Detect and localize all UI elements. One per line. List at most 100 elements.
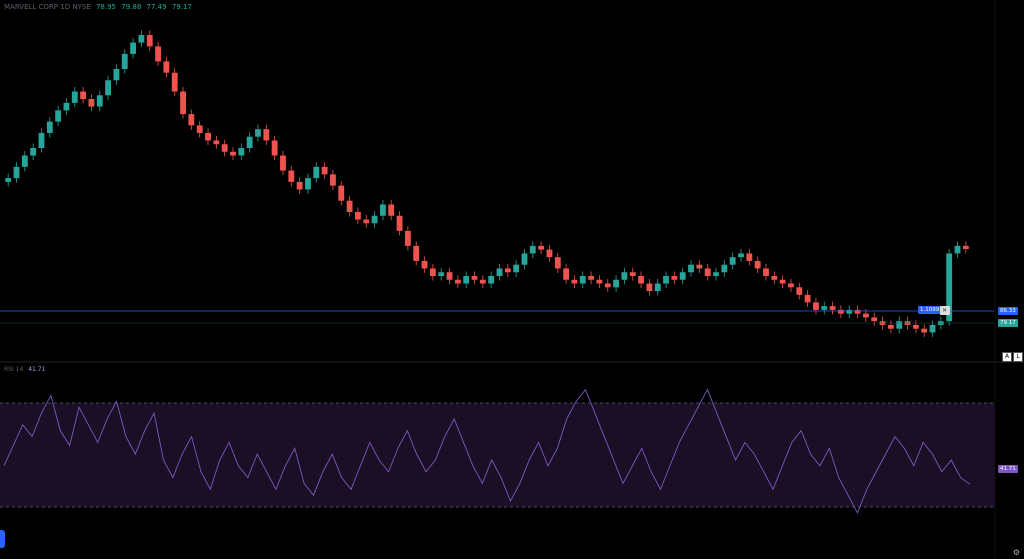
candle-body[interactable] — [163, 61, 170, 73]
candle-body[interactable] — [621, 272, 628, 280]
candle-body[interactable] — [754, 260, 761, 269]
candle-body[interactable] — [271, 140, 278, 156]
candle-body[interactable] — [763, 268, 769, 276]
log-scale-button[interactable]: L — [1013, 352, 1023, 362]
candle-body[interactable] — [205, 132, 211, 141]
candle-body[interactable] — [479, 279, 486, 284]
candle-body[interactable] — [404, 230, 411, 246]
candle-body[interactable] — [912, 324, 919, 329]
candle-body[interactable] — [346, 200, 353, 212]
candle-body[interactable] — [321, 166, 328, 175]
candle-body[interactable] — [571, 279, 578, 284]
candle-body[interactable] — [288, 170, 295, 182]
candle-body[interactable] — [513, 264, 520, 273]
drawing-toolbar-handle[interactable] — [0, 530, 5, 548]
rsi-line[interactable] — [3, 388, 971, 514]
candle-body[interactable] — [563, 268, 570, 280]
candle-body[interactable] — [896, 321, 903, 329]
candle-body[interactable] — [413, 245, 420, 261]
candle-body[interactable] — [446, 272, 453, 280]
candle-body[interactable] — [388, 204, 395, 216]
ratio-tag[interactable]: 1.1099 — [918, 306, 942, 314]
candle-body[interactable] — [596, 279, 603, 284]
candle-body[interactable] — [529, 245, 536, 254]
candle-body[interactable] — [613, 279, 619, 288]
gear-icon[interactable]: ⚙ — [1012, 548, 1020, 557]
candle-body[interactable] — [771, 276, 778, 280]
auto-scale-button[interactable]: A — [1002, 352, 1012, 362]
candle-body[interactable] — [121, 53, 128, 69]
candle-body[interactable] — [71, 91, 78, 103]
candle-body[interactable] — [463, 276, 470, 284]
candle-body[interactable] — [46, 121, 53, 133]
candle-body[interactable] — [921, 328, 928, 333]
candle-body[interactable] — [854, 309, 861, 314]
candle-body[interactable] — [962, 245, 969, 250]
candle-body[interactable] — [546, 249, 553, 258]
candle-body[interactable] — [946, 253, 953, 322]
candle-body[interactable] — [313, 166, 320, 179]
candle-body[interactable] — [604, 283, 611, 288]
candle-body[interactable] — [704, 268, 711, 276]
candle-body[interactable] — [371, 215, 378, 224]
candle-body[interactable] — [488, 276, 495, 284]
candle-body[interactable] — [138, 35, 145, 43]
candle-body[interactable] — [255, 129, 261, 137]
candle-body[interactable] — [554, 257, 561, 269]
candle-body[interactable] — [30, 148, 37, 156]
candle-body[interactable] — [88, 99, 95, 107]
rsi-pane[interactable] — [3, 388, 971, 514]
candle-body[interactable] — [263, 129, 270, 141]
candle-body[interactable] — [171, 72, 178, 92]
candle-body[interactable] — [696, 264, 703, 269]
candle-body[interactable] — [504, 268, 511, 273]
candle-body[interactable] — [180, 91, 186, 115]
candle-body[interactable] — [80, 91, 87, 100]
candle-body[interactable] — [38, 132, 45, 148]
candle-body[interactable] — [238, 148, 245, 156]
candle-body[interactable] — [679, 272, 686, 280]
candle-body[interactable] — [629, 272, 636, 276]
candle-body[interactable] — [538, 245, 545, 250]
candle-body[interactable] — [146, 35, 153, 47]
candle-body[interactable] — [821, 306, 828, 310]
candle-body[interactable] — [721, 264, 728, 273]
candle-body[interactable] — [813, 302, 819, 310]
candle-body[interactable] — [746, 253, 753, 261]
candle-body[interactable] — [496, 268, 503, 276]
candle-body[interactable] — [871, 317, 878, 322]
candle-body[interactable] — [230, 151, 236, 156]
price-pane[interactable] — [5, 30, 969, 337]
candle-body[interactable] — [713, 272, 719, 276]
candle-body[interactable] — [429, 268, 436, 276]
symbol-legend[interactable]: MARVELL CORP 1D NYSE 78.95 79.88 77.49 7… — [4, 3, 192, 11]
candle-body[interactable] — [55, 110, 62, 122]
candle-body[interactable] — [96, 95, 103, 107]
close-icon[interactable]: ✕ — [940, 306, 950, 315]
candle-body[interactable] — [796, 287, 803, 295]
candle-body[interactable] — [588, 276, 595, 280]
candle-body[interactable] — [788, 283, 794, 288]
candle-body[interactable] — [688, 264, 694, 273]
candle-body[interactable] — [862, 313, 869, 318]
candle-body[interactable] — [105, 80, 112, 96]
candle-body[interactable] — [296, 181, 303, 190]
candle-body[interactable] — [471, 276, 478, 280]
candle-body[interactable] — [454, 279, 461, 284]
candle-body[interactable] — [638, 276, 644, 284]
candle-body[interactable] — [838, 309, 844, 314]
candle-body[interactable] — [396, 215, 403, 231]
candle-body[interactable] — [379, 204, 386, 216]
candle-body[interactable] — [421, 260, 428, 269]
candle-body[interactable] — [438, 272, 445, 276]
candle-body[interactable] — [213, 140, 220, 145]
candle-body[interactable] — [846, 309, 853, 314]
candle-body[interactable] — [738, 253, 744, 258]
candle-body[interactable] — [13, 166, 20, 179]
rsi-label[interactable]: RSI 14 — [4, 366, 24, 373]
candle-body[interactable] — [654, 283, 661, 292]
symbol-name[interactable]: MARVELL CORP — [4, 3, 59, 11]
candle-body[interactable] — [729, 257, 736, 265]
candle-body[interactable] — [779, 279, 786, 284]
